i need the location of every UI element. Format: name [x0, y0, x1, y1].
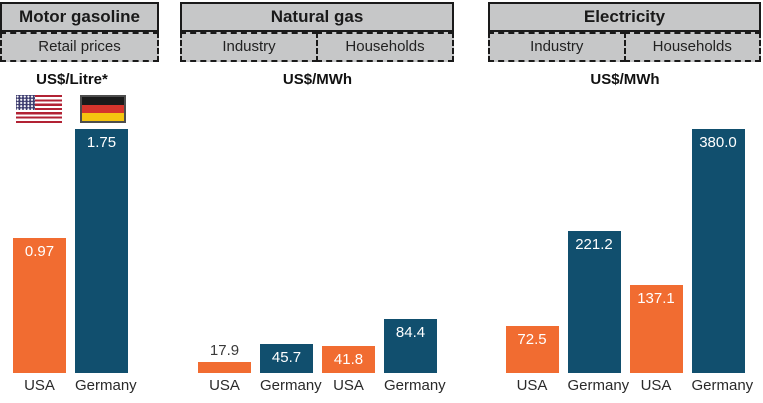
category-usa: USA: [209, 377, 240, 394]
bar-value-label: 84.4: [395, 323, 426, 341]
bar-value-label: 137.1: [637, 290, 675, 307]
bar-germany-electricity-industry: 221.2: [567, 231, 621, 373]
bar-usa-gas-industry: 17.9: [198, 342, 251, 373]
subheader-industry: Industry: [180, 32, 318, 62]
subheader-households: Households: [623, 32, 761, 62]
subheader-row: Industry Households: [180, 32, 454, 62]
bar-value-label: 380.0: [699, 134, 737, 151]
category-germany: Germany: [567, 377, 630, 394]
bar-germany-gasoline: 1.75: [75, 129, 128, 373]
bar-value-label: 221.2: [575, 236, 613, 253]
bar-germany-electricity-households: 380.0: [691, 129, 745, 373]
bars-natural-gas: 17.9 45.7 41.8 84.4: [180, 129, 455, 373]
usa-flag-icon: [16, 95, 62, 123]
panel-natural-gas: Natural gas Industry Households US$/MWh …: [180, 0, 455, 403]
subheader-retail-prices: Retail prices: [0, 32, 159, 62]
bar-value-label: 0.97: [24, 242, 55, 260]
category-germany: Germany: [75, 377, 137, 394]
panel-title-natural-gas: Natural gas: [180, 2, 454, 32]
panel-motor-gasoline: Motor gasoline Retail prices US$/Litre* …: [0, 0, 160, 403]
bar-value-label: 1.75: [86, 134, 117, 151]
unit-label-gasoline: US$/Litre*: [36, 71, 108, 88]
category-labels: USA Germany: [0, 377, 160, 394]
category-germany: Germany: [260, 377, 322, 394]
bar-usa-gas-households: 41.8: [322, 346, 375, 373]
subheader-industry: Industry: [488, 32, 626, 62]
subheader-row: Retail prices: [0, 32, 159, 62]
category-usa: USA: [24, 377, 55, 394]
category-usa: USA: [640, 377, 672, 394]
panel-electricity: Electricity Industry Households US$/MWh …: [488, 0, 762, 403]
bar-germany-gas-industry: 45.7: [260, 343, 313, 373]
unit-label-electricity: US$/MWh: [590, 71, 660, 88]
bars-motor-gasoline: 0.97 1.75: [0, 129, 160, 373]
category-labels: USA Germany USA Germany: [488, 377, 762, 394]
bars-electricity: 72.5 221.2 137.1 380.0: [488, 129, 762, 373]
category-usa: USA: [516, 377, 548, 394]
bar-value-label: 17.9: [209, 341, 240, 359]
bar-usa-electricity-households: 137.1: [629, 285, 683, 373]
germany-flag-icon: [80, 95, 126, 123]
bar-usa-gasoline: 0.97: [13, 237, 66, 373]
category-usa: USA: [333, 377, 364, 394]
bar-value-label: 41.8: [333, 351, 364, 369]
panel-title-motor-gasoline: Motor gasoline: [0, 2, 159, 32]
unit-label-natural-gas: US$/MWh: [282, 71, 353, 88]
flags-legend: [16, 95, 126, 123]
subheader-row: Industry Households: [488, 32, 761, 62]
bar-germany-gas-households: 84.4: [384, 318, 437, 373]
subheader-households: Households: [316, 32, 454, 62]
bar-usa-electricity-industry: 72.5: [505, 326, 559, 373]
category-germany: Germany: [691, 377, 754, 394]
panel-title-electricity: Electricity: [488, 2, 761, 32]
category-germany: Germany: [384, 377, 446, 394]
bar-value-label: 72.5: [517, 331, 547, 349]
usa-flag-canton: [16, 95, 35, 110]
bar-value-label: 45.7: [271, 348, 302, 366]
category-labels: USA Germany USA Germany: [180, 377, 455, 394]
